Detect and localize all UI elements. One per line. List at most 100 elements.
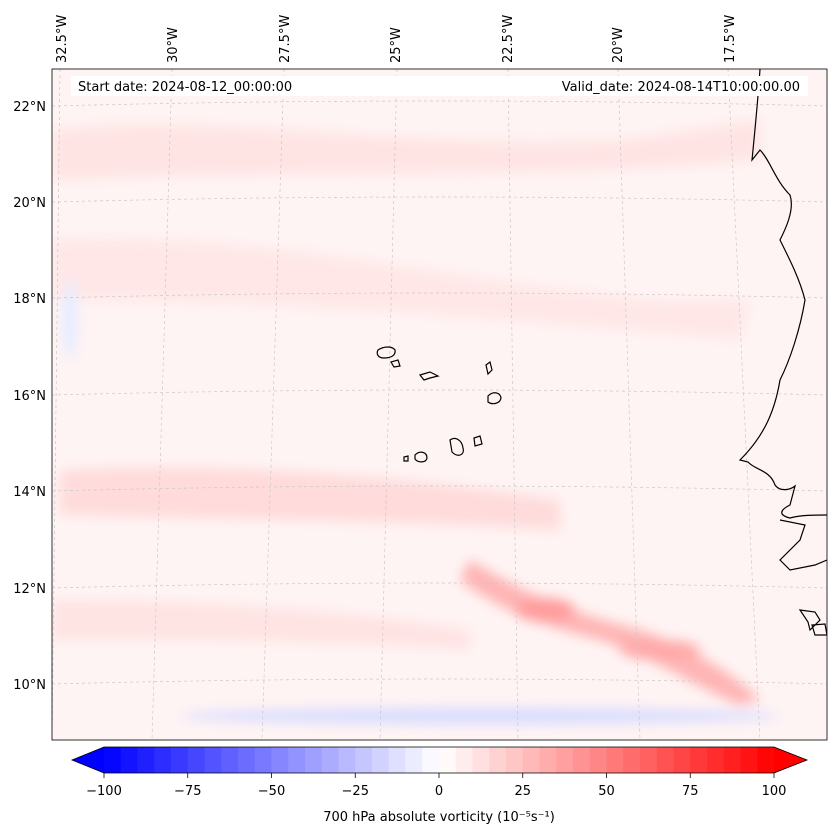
colorbar-segment	[589, 747, 608, 773]
lon-label-25W: 25°W	[389, 27, 404, 63]
lon-gridline-25W	[379, 69, 398, 740]
cape-verde-santo-antao	[376, 346, 396, 359]
map-panel: Start date: 2024-08-12_00:00:00 Valid_da…	[52, 69, 827, 740]
colorbar-segment	[439, 747, 457, 773]
colorbar-tick-label: −50	[258, 784, 285, 799]
header-background	[71, 76, 808, 96]
colorbar-segment	[338, 747, 356, 773]
vorticity-core-east	[620, 640, 700, 660]
colorbar-segment	[271, 747, 289, 773]
vorticity-band-north	[52, 120, 760, 180]
start-date-label: Start date: 2024-08-12_00:00:00	[78, 80, 292, 95]
vorticity-band-mid	[52, 238, 750, 340]
colorbar-segment	[187, 747, 206, 773]
vorticity-contours	[52, 120, 780, 724]
lon-gridline-32.5W	[52, 69, 61, 740]
colorbar-segment	[489, 747, 507, 773]
lat-label-20N: 20°N	[13, 196, 46, 211]
africa-coastline-south	[779, 519, 827, 571]
colorbar-segment	[707, 747, 725, 773]
negative-vorticity-band	[180, 708, 780, 724]
vorticity-maximum-streak	[460, 560, 760, 705]
colorbar-segment	[506, 747, 524, 773]
colorbar-segment	[422, 747, 440, 773]
lon-label-27.5W: 27.5°W	[278, 15, 293, 63]
lon-gridline-20W	[617, 69, 641, 740]
vorticity-core	[515, 598, 575, 622]
colorbar-segment	[673, 747, 691, 773]
colorbar-extend-high	[774, 747, 807, 773]
colorbar-tick-label: 50	[598, 784, 615, 799]
lat-label-10N: 10°N	[13, 678, 46, 693]
colorbar-segment	[455, 747, 474, 773]
lon-label-32.5W: 32.5°W	[55, 15, 70, 63]
cape-verde-sao-nicolau	[418, 371, 440, 381]
colorbar-segment	[522, 747, 541, 773]
colorbar-tick-label: −100	[86, 784, 122, 799]
colorbar-segment	[640, 747, 658, 773]
map-frame	[51, 68, 828, 741]
lon-label-17.5W: 17.5°W	[723, 15, 738, 63]
colorbar-segment	[372, 747, 390, 773]
colorbar-segment	[154, 747, 172, 773]
cape-verde-sal	[485, 360, 493, 376]
bissagos-coast	[798, 609, 827, 636]
colorbar-segment	[573, 747, 591, 773]
lat-label-22N: 22°N	[13, 100, 46, 115]
colorbar-segment	[556, 747, 574, 773]
lat-label-16N: 16°N	[13, 389, 46, 404]
colorbar-segment	[288, 747, 306, 773]
valid-date-label: Valid_date: 2024-08-14T10:00:00.00	[562, 80, 800, 95]
africa-coastline	[738, 69, 827, 519]
lon-labels: 32.5°W 30°W 27.5°W 25°W 22.5°W 20°W 17.5…	[55, 15, 738, 63]
negative-vorticity-left	[62, 280, 78, 360]
colorbar-segment	[606, 747, 624, 773]
colorbar-ticks: −100 −75 −50 −25 0 25 50 75 100	[86, 773, 786, 799]
lat-label-14N: 14°N	[13, 485, 46, 500]
colorbar-segment	[472, 747, 490, 773]
lon-gridline-17.5W	[727, 69, 761, 740]
lat-label-18N: 18°N	[13, 292, 46, 307]
lon-label-20W: 20°W	[611, 27, 626, 63]
lat-gridline-10N	[52, 678, 827, 685]
colorbar-segment	[690, 747, 708, 773]
colorbar-segment	[171, 747, 189, 773]
cape-verde-boa-vista	[487, 392, 502, 405]
colorbar-segment	[120, 747, 139, 773]
colorbar-tick-label: 75	[682, 784, 699, 799]
colorbar-segment	[405, 747, 423, 773]
cape-verde-santiago	[449, 437, 464, 456]
cape-verde-sao-vicente	[390, 359, 401, 368]
lat-gridline-20N	[52, 196, 827, 203]
colorbar-segment	[221, 747, 239, 773]
colorbar-segment	[305, 747, 323, 773]
colorbar-segment	[321, 747, 340, 773]
colorbar-segment	[723, 747, 742, 773]
colorbar-tick-label: −75	[174, 784, 201, 799]
lat-gridline-16N	[52, 389, 827, 396]
lat-labels: 22°N 20°N 18°N 16°N 14°N 12°N 10°N	[13, 100, 46, 693]
colorbar: −100 −75 −50 −25 0 25 50 75 100 700 hPa absolute…	[70, 746, 809, 825]
colorbar-extend-low	[72, 747, 104, 773]
colorbar-segment	[254, 747, 273, 773]
colorbar-label: 700 hPa absolute vorticity (10⁻⁵s⁻¹)	[323, 810, 555, 825]
lon-gridline-22.5W	[507, 69, 519, 740]
vorticity-band-south	[52, 600, 470, 650]
colorbar-segment	[740, 747, 758, 773]
colorbar-segment	[238, 747, 256, 773]
gridlines	[52, 69, 827, 740]
colorbar-segment	[656, 747, 675, 773]
colorbar-segment	[539, 747, 557, 773]
lon-gridline-30W	[151, 69, 173, 740]
cape-verde-maio	[473, 435, 483, 447]
cape-verde-brava	[403, 455, 409, 462]
vorticity-band-central	[60, 467, 560, 530]
colorbar-segment	[623, 747, 641, 773]
lat-gridline-12N	[52, 582, 827, 589]
lat-gridline-18N	[52, 292, 827, 299]
lat-gridline-22N	[52, 100, 827, 107]
colorbar-segment	[104, 747, 122, 773]
lat-gridline-14N	[52, 485, 827, 492]
lon-label-22.5W: 22.5°W	[501, 15, 516, 63]
